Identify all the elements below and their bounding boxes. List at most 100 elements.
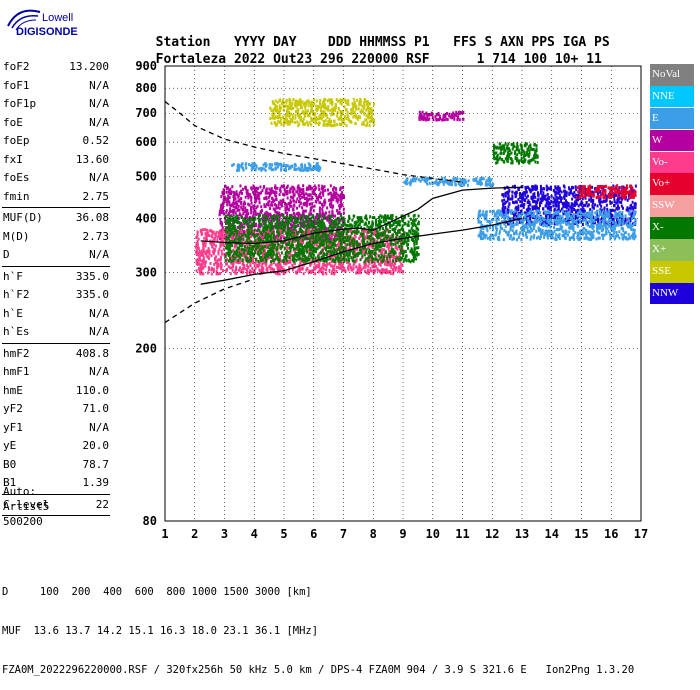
echo-point	[383, 255, 386, 259]
echo-point	[293, 225, 296, 229]
echo-point	[324, 200, 327, 204]
echo-point	[227, 198, 230, 202]
echo-point	[351, 236, 354, 240]
echo-point	[202, 261, 205, 265]
echo-point	[321, 238, 324, 242]
echo-point	[391, 262, 394, 266]
echo-point	[352, 266, 355, 270]
echo-point	[277, 203, 280, 207]
echo-point	[350, 268, 353, 272]
echo-point	[378, 257, 381, 261]
echo-point	[297, 124, 300, 128]
param-name: B1	[3, 476, 17, 489]
echo-point	[255, 234, 258, 238]
echo-point	[334, 253, 337, 257]
echo-point	[316, 244, 319, 248]
echo-point	[277, 255, 280, 259]
echo-point	[305, 243, 308, 247]
echo-point	[413, 213, 416, 217]
echo-point	[332, 239, 335, 243]
param-row: hmF2 408.8	[0, 345, 112, 364]
echo-point	[299, 99, 302, 103]
echo-point	[295, 224, 298, 228]
echo-point	[282, 122, 285, 126]
echo-point	[329, 264, 332, 268]
echo-point	[213, 239, 216, 243]
echo-point	[289, 260, 292, 264]
echo-point	[314, 234, 317, 238]
echo-point	[320, 225, 323, 229]
echo-point	[341, 264, 344, 268]
echo-point	[202, 243, 205, 247]
echo-point	[279, 109, 282, 113]
echo-point	[256, 196, 259, 200]
echo-point	[392, 249, 395, 253]
echo-point	[300, 102, 303, 106]
echo-point	[315, 163, 318, 167]
echo-point	[305, 111, 308, 115]
echo-point	[245, 251, 248, 255]
echo-point	[281, 115, 284, 119]
echo-point	[328, 237, 331, 241]
echo-point	[341, 98, 344, 102]
echo-point	[309, 243, 312, 247]
echo-point	[274, 203, 277, 207]
echo-point	[251, 162, 254, 166]
echo-point	[208, 233, 211, 237]
echo-point	[313, 218, 316, 222]
echo-point	[361, 230, 364, 234]
echo-point	[335, 243, 338, 247]
echo-point	[243, 210, 246, 214]
echo-point	[292, 221, 295, 225]
echo-point	[307, 237, 310, 241]
echo-point	[337, 265, 340, 269]
echo-point	[397, 238, 400, 242]
echo-point	[295, 167, 298, 171]
echo-point	[314, 272, 317, 276]
echo-point	[262, 231, 265, 235]
echo-point	[374, 265, 377, 269]
echo-point	[273, 121, 276, 125]
echo-point	[242, 208, 245, 212]
echo-point	[238, 163, 241, 167]
echo-point	[366, 236, 369, 240]
echo-point	[306, 114, 309, 118]
echo-point	[410, 221, 413, 225]
echo-point	[317, 217, 320, 221]
echo-point	[304, 122, 307, 126]
echo-point	[476, 181, 479, 185]
param-row: foE N/A	[0, 114, 112, 133]
echo-point	[259, 251, 262, 255]
echo-point	[414, 224, 417, 228]
echo-point	[291, 117, 294, 121]
echo-point	[336, 232, 339, 236]
echo-point	[273, 261, 276, 265]
echo-point	[272, 234, 275, 238]
echo-point	[243, 251, 246, 255]
echo-point	[297, 200, 300, 204]
echo-point	[305, 220, 308, 224]
echo-point	[348, 243, 351, 247]
echo-point	[253, 268, 256, 272]
echo-point	[287, 269, 290, 273]
echo-point	[373, 216, 376, 220]
echo-point	[274, 115, 277, 119]
echo-point	[356, 252, 359, 256]
echo-point	[293, 250, 296, 254]
echo-point	[398, 238, 401, 242]
echo-point	[310, 118, 313, 122]
echo-point	[396, 220, 399, 224]
echo-point	[328, 244, 331, 248]
echo-point	[311, 109, 314, 113]
echo-point	[283, 246, 286, 250]
echo-point	[353, 261, 356, 265]
echo-point	[286, 215, 289, 219]
echo-point	[361, 240, 364, 244]
echo-point	[258, 197, 261, 201]
echo-point	[383, 259, 386, 263]
echo-point	[278, 104, 281, 108]
echo-point	[377, 259, 380, 263]
echo-point	[260, 265, 263, 269]
echo-point	[252, 210, 255, 214]
echo-point	[323, 122, 326, 126]
